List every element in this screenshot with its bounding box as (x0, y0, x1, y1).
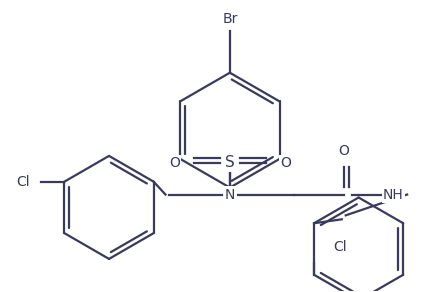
Text: O: O (338, 144, 349, 158)
Text: Br: Br (222, 12, 237, 26)
Text: Cl: Cl (16, 175, 30, 189)
Text: O: O (280, 156, 291, 170)
Text: S: S (225, 155, 235, 170)
Text: Cl: Cl (333, 240, 347, 254)
Text: N: N (224, 187, 235, 201)
Text: O: O (169, 156, 180, 170)
Text: NH: NH (383, 187, 404, 201)
